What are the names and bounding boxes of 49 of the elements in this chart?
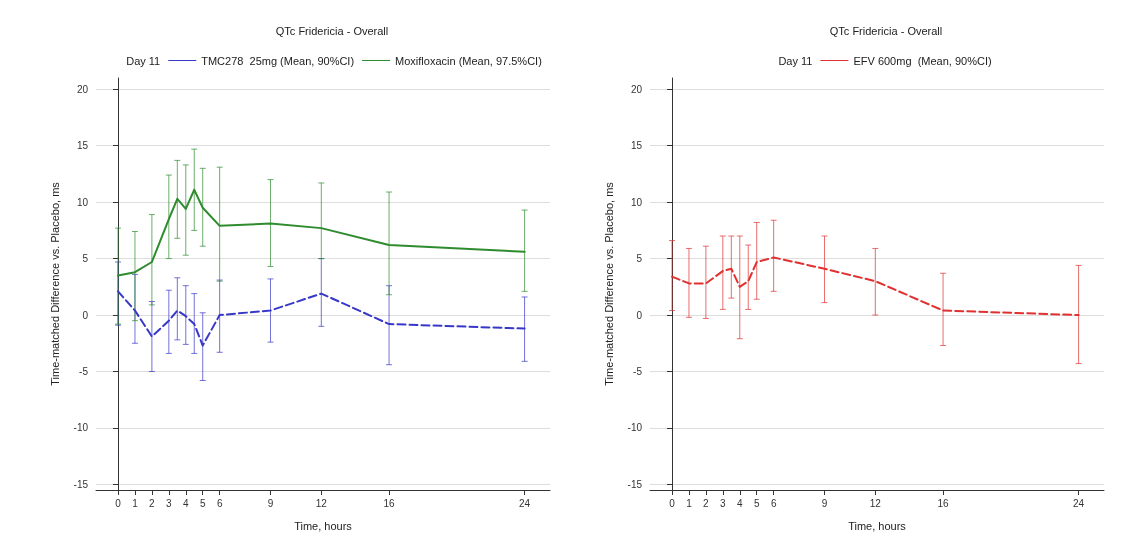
x-axis-title: Time, hours	[848, 519, 907, 532]
x-tick-label: 12	[315, 497, 328, 509]
y-tick-label: -10	[73, 422, 89, 434]
x-tick-label: 24	[1073, 497, 1085, 509]
y-tick-label: 20	[630, 83, 643, 95]
legend-label: TMC278 25mg (Mean, 90%CI)	[201, 54, 355, 67]
chart-title: QTc Fridericia - Overall	[829, 24, 943, 37]
legend-label: EFV 600mg (Mean, 90%CI)	[853, 54, 992, 67]
x-tick-label: 16	[937, 497, 950, 509]
x-tick-label: 4	[183, 497, 189, 509]
x-tick-label: 24	[519, 497, 531, 509]
y-tick-label: -15	[73, 478, 89, 490]
x-tick-label: 3	[720, 497, 727, 509]
x-tick-label: 0	[115, 497, 122, 509]
y-tick-label: 0	[636, 309, 643, 321]
legend-title: Day 11	[126, 54, 161, 67]
x-tick-label: 6	[216, 497, 223, 509]
y-tick-label: 5	[636, 253, 643, 265]
y-tick-label: 10	[76, 196, 89, 208]
y-tick-label: 15	[630, 140, 643, 152]
y-tick-label: -5	[633, 365, 643, 377]
x-tick-label: 2	[149, 497, 156, 509]
x-tick-label: 12	[869, 497, 882, 509]
x-tick-label: 3	[166, 497, 173, 509]
x-tick-label: 1	[132, 497, 139, 509]
x-tick-label: 1	[686, 497, 693, 509]
x-axis-title: Time, hours	[294, 519, 353, 532]
x-tick-label: 16	[383, 497, 396, 509]
x-tick-label: 5	[753, 497, 760, 509]
y-tick-label: 20	[76, 83, 89, 95]
y-tick-label: -5	[79, 365, 89, 377]
legend-title: Day 11	[778, 54, 813, 67]
y-tick-label: 0	[82, 309, 89, 321]
y-axis-title: Time-matched Difference vs. Placebo, ms	[602, 181, 615, 386]
legend-label: Moxifloxacin (Mean, 97.5%CI)	[395, 54, 542, 67]
x-tick-label: 2	[703, 497, 710, 509]
x-tick-label: 0	[669, 497, 676, 509]
x-tick-label: 9	[267, 497, 274, 509]
x-tick-label: 5	[199, 497, 206, 509]
y-tick-label: 15	[76, 140, 89, 152]
x-tick-label: 6	[770, 497, 777, 509]
y-axis-title: Time-matched Difference vs. Placebo, ms	[48, 181, 61, 386]
y-tick-label: 5	[82, 253, 89, 265]
y-tick-label: -10	[627, 422, 643, 434]
x-tick-label: 9	[821, 497, 828, 509]
x-tick-label: 4	[737, 497, 743, 509]
chart-title: QTc Fridericia - Overall	[275, 24, 389, 37]
y-tick-label: 10	[630, 196, 643, 208]
y-tick-label: -15	[627, 478, 643, 490]
